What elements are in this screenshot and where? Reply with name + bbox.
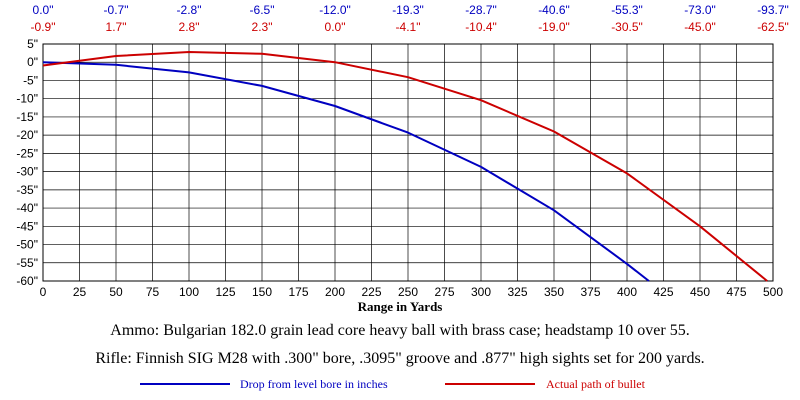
top-path-label: -4.1" <box>396 20 421 34</box>
x-tick-label: 500 <box>763 285 783 299</box>
plot-border <box>42 43 774 282</box>
x-tick-label: 175 <box>288 285 308 299</box>
top-drop-label: -0.7" <box>104 3 129 17</box>
top-path-label: 2.3" <box>252 20 273 34</box>
y-tick-label: -55" <box>16 256 38 270</box>
x-tick-label: 275 <box>434 285 454 299</box>
top-drop-label: -73.0" <box>684 3 716 17</box>
top-path-label: -30.5" <box>611 20 643 34</box>
y-axis-ticks: 5" 0" -5" -10" -15" -20" -25" -30" -35" -40" -45" -… <box>16 37 38 288</box>
x-axis-label: Range in Yards <box>358 299 443 314</box>
y-tick-label: -60" <box>16 274 38 288</box>
rifle-note: Rifle: Finnish SIG M28 with .300" bore, … <box>95 350 705 367</box>
top-drop-label: -12.0" <box>319 3 351 17</box>
legend-label: Actual path of bullet <box>546 377 646 391</box>
top-drop-label: -6.5" <box>250 3 275 17</box>
x-tick-label: 400 <box>617 285 637 299</box>
top-drop-label: -28.7" <box>465 3 497 17</box>
x-tick-label: 0 <box>40 285 47 299</box>
top-drop-label: -2.8" <box>177 3 202 17</box>
x-tick-label: 100 <box>179 285 199 299</box>
y-tick-label: -30" <box>16 165 38 179</box>
y-tick-label: -5" <box>23 73 38 87</box>
x-tick-label: 75 <box>146 285 160 299</box>
top-path-label: 0.0" <box>325 20 346 34</box>
legend-label: Drop from level bore in inches <box>240 377 388 391</box>
path-series-line <box>42 51 768 282</box>
top-path-label: -0.9" <box>31 20 56 34</box>
top-drop-label: -19.3" <box>392 3 424 17</box>
top-path-label: -10.4" <box>465 20 497 34</box>
top-path-label: 1.7" <box>106 20 127 34</box>
y-tick-label: -10" <box>16 92 38 106</box>
x-tick-label: 300 <box>471 285 491 299</box>
y-tick-label: -25" <box>16 146 38 160</box>
top-value-labels: 0.0" -0.7" -2.8" -6.5" -12.0" -19.3" -28.7" -40… <box>31 3 789 34</box>
y-tick-label: -20" <box>16 128 38 142</box>
x-tick-label: 225 <box>361 285 381 299</box>
top-drop-label: -93.7" <box>757 3 789 17</box>
chart-grid <box>42 43 774 282</box>
x-tick-label: 450 <box>690 285 710 299</box>
x-tick-label: 325 <box>507 285 527 299</box>
x-tick-label: 425 <box>653 285 673 299</box>
y-tick-label: -45" <box>16 219 38 233</box>
x-tick-label: 375 <box>580 285 600 299</box>
top-path-label: -62.5" <box>757 20 789 34</box>
x-tick-label: 125 <box>215 285 235 299</box>
ammo-note: Ammo: Bulgarian 182.0 grain lead core he… <box>110 322 690 339</box>
top-path-label: -19.0" <box>538 20 570 34</box>
x-tick-label: 25 <box>73 285 87 299</box>
x-tick-label: 250 <box>398 285 418 299</box>
x-tick-label: 475 <box>726 285 746 299</box>
y-tick-label: -40" <box>16 201 38 215</box>
x-tick-label: 50 <box>109 285 123 299</box>
y-tick-label: -35" <box>16 183 38 197</box>
top-drop-label: -40.6" <box>538 3 570 17</box>
y-tick-label: 5" <box>27 37 38 51</box>
x-tick-label: 150 <box>252 285 272 299</box>
y-tick-label: 0" <box>27 55 38 69</box>
x-tick-label: 350 <box>544 285 564 299</box>
top-path-label: -45.0" <box>684 20 716 34</box>
chart-legend: Drop from level bore in inches Actual pat… <box>140 377 646 391</box>
top-drop-label: 0.0" <box>33 3 54 17</box>
y-tick-label: -50" <box>16 238 38 252</box>
x-axis-ticks: 0 25 50 75 100 125 150 175 200 225 250 275 300 325 350… <box>40 285 784 299</box>
top-path-label: 2.8" <box>179 20 200 34</box>
chart-series <box>42 51 768 282</box>
x-tick-label: 200 <box>325 285 345 299</box>
y-tick-label: -15" <box>16 110 38 124</box>
top-drop-label: -55.3" <box>611 3 643 17</box>
drop-series-line <box>42 61 650 282</box>
